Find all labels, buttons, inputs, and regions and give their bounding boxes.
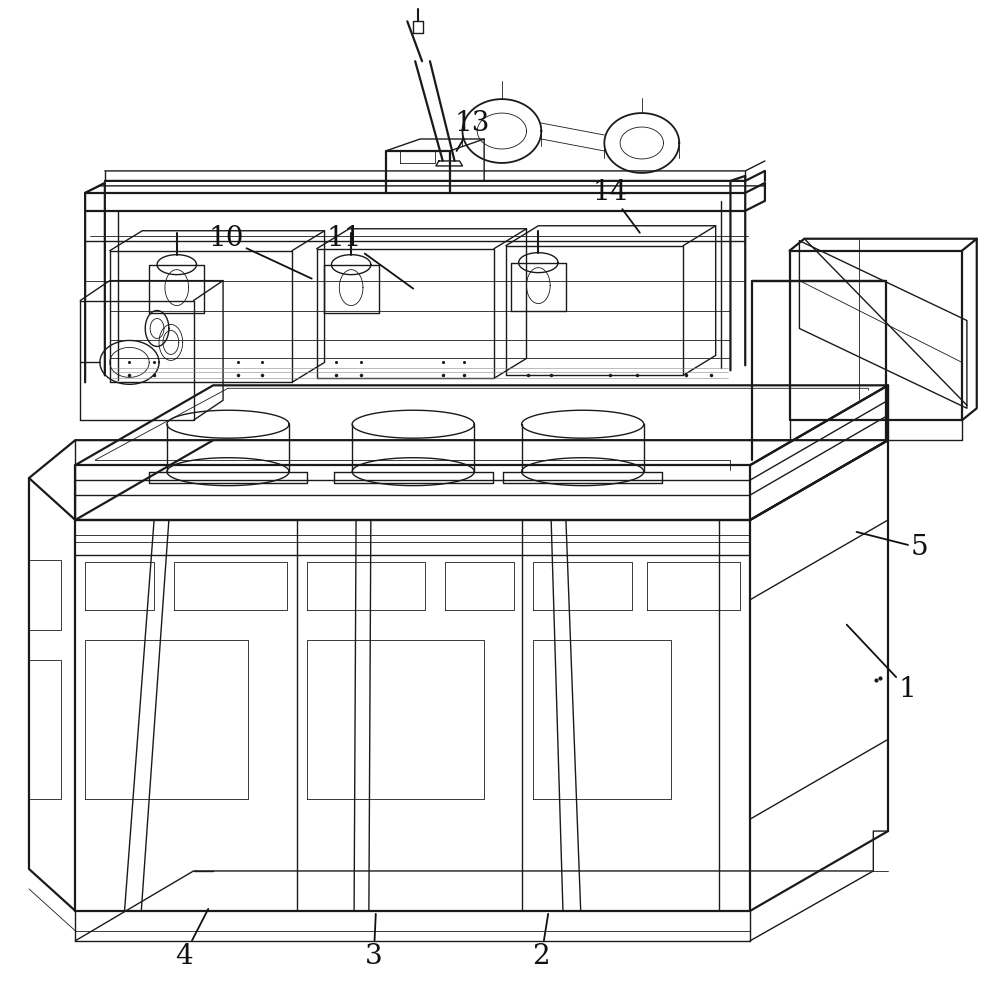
- Text: 3: 3: [365, 914, 382, 970]
- Text: 13: 13: [454, 110, 490, 151]
- Text: 2: 2: [533, 914, 550, 970]
- Text: 5: 5: [857, 532, 929, 561]
- Text: 14: 14: [593, 179, 640, 233]
- Text: 1: 1: [847, 625, 917, 703]
- Text: 11: 11: [326, 225, 413, 289]
- Text: 10: 10: [208, 225, 312, 279]
- Text: 4: 4: [175, 909, 208, 970]
